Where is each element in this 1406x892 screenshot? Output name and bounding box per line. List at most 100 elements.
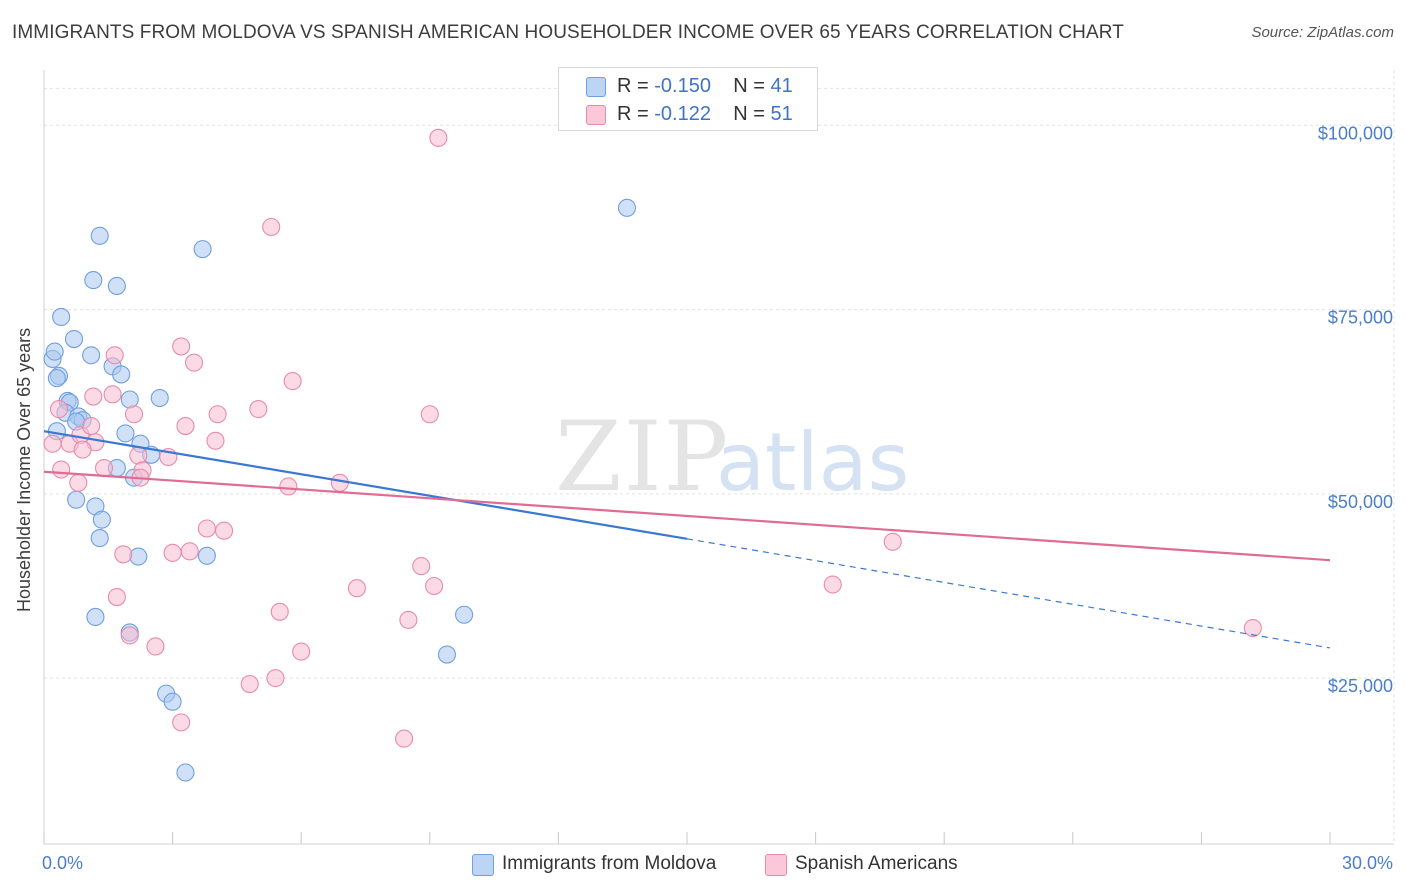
data-point: [47, 369, 66, 388]
data-point: [107, 588, 126, 607]
data-point: [163, 692, 182, 711]
data-point: [84, 271, 103, 290]
data-point: [172, 337, 191, 356]
data-point: [146, 637, 165, 656]
series-layer: [43, 128, 1262, 782]
series-spanish: [43, 128, 1262, 748]
data-point: [64, 330, 84, 349]
legend-swatch-moldova: [586, 77, 606, 97]
data-point: [124, 405, 144, 424]
series-legend-label-spanish: Spanish Americans: [795, 853, 958, 874]
y-tick-label: $50,000: [1328, 492, 1393, 512]
y-tick-label: $100,000: [1318, 123, 1393, 143]
data-point: [176, 416, 195, 436]
legend-r-value: -0.150: [654, 75, 711, 97]
data-point: [129, 547, 148, 566]
watermark-zip: ZIP: [555, 401, 730, 513]
data-point: [172, 713, 191, 732]
chart-source: Source: ZipAtlas.com: [1251, 24, 1394, 41]
data-point: [266, 669, 285, 688]
data-point: [193, 240, 212, 259]
data-point: [262, 217, 281, 237]
data-point: [82, 416, 101, 436]
legend-n-label: N =: [733, 103, 771, 125]
data-point: [116, 424, 135, 443]
data-point: [43, 434, 62, 453]
axes: [43, 70, 1394, 845]
data-point: [399, 610, 418, 629]
data-point: [86, 607, 105, 627]
series-legend-swatch-moldova: [472, 854, 494, 876]
data-point: [412, 557, 431, 576]
data-point: [52, 307, 71, 326]
legend-r-label: R =: [617, 75, 655, 97]
legend-swatch-spanish: [586, 105, 606, 125]
data-point: [94, 459, 114, 478]
legend-n-value: 41: [770, 75, 793, 97]
trend-layer: [43, 430, 1331, 649]
data-point: [206, 431, 225, 450]
trend-line-extension-moldova: [686, 538, 1331, 649]
data-point: [73, 440, 92, 459]
data-point: [176, 763, 195, 782]
data-point: [90, 529, 109, 548]
data-point: [52, 460, 71, 479]
trend-line-moldova: [43, 430, 688, 540]
data-point: [90, 226, 109, 245]
series-legend-label-moldova: Immigrants from Moldova: [502, 853, 717, 874]
data-point: [103, 385, 122, 404]
data-point: [105, 346, 124, 365]
data-point: [823, 575, 842, 594]
series-legend-swatch-spanish: [765, 854, 787, 876]
legend-r-label: R =: [617, 103, 655, 125]
data-point: [883, 532, 902, 551]
data-point: [437, 645, 456, 664]
series-moldova: [43, 198, 637, 782]
data-point: [429, 128, 448, 147]
data-point: [114, 545, 133, 564]
data-point: [395, 729, 414, 748]
series-legend: Immigrants from Moldova Spanish American…: [0, 852, 1406, 878]
data-point: [270, 602, 289, 621]
data-point: [84, 387, 103, 406]
data-point: [249, 400, 268, 419]
data-point: [92, 510, 111, 529]
data-point: [49, 400, 69, 419]
x-tick-label: 30.0%: [1342, 853, 1393, 873]
data-point: [67, 490, 86, 509]
data-point: [112, 365, 131, 384]
data-point: [1243, 618, 1262, 638]
legend-n-label: N =: [733, 75, 771, 97]
data-point: [82, 346, 101, 365]
data-point: [240, 674, 259, 694]
watermark-atlas: atlas: [716, 416, 909, 509]
data-point: [180, 542, 199, 561]
y-tick-label: $75,000: [1328, 308, 1393, 328]
data-point: [197, 519, 216, 538]
data-point: [45, 342, 64, 361]
watermark: ZIP atlas: [555, 401, 909, 513]
data-point: [292, 642, 311, 661]
data-point: [455, 605, 474, 624]
data-point: [69, 473, 88, 492]
gridlines: [44, 70, 1395, 844]
x-tick-label: 0.0%: [42, 853, 83, 873]
x-tick-labels: 0.0% 30.0%: [42, 853, 1393, 873]
y-axis-label: Householder Income Over 65 years: [14, 327, 34, 612]
data-point: [184, 353, 204, 372]
data-point: [208, 405, 227, 424]
chart-title: IMMIGRANTS FROM MOLDOVA VS SPANISH AMERI…: [12, 22, 1124, 43]
data-point: [279, 477, 298, 496]
legend-r-value: -0.122: [654, 103, 711, 125]
data-point: [163, 543, 182, 562]
y-tick-labels: $25,000 $50,000 $75,000 $100,000: [1318, 123, 1393, 696]
data-point: [617, 198, 637, 217]
data-point: [420, 405, 439, 424]
legend-n-value: 51: [770, 103, 793, 125]
data-point: [283, 372, 302, 391]
data-point: [425, 576, 444, 596]
y-tick-label: $25,000: [1328, 676, 1393, 696]
trend-line-spanish: [43, 470, 1331, 562]
legend: R = -0.150 N = 41 R = -0.122 N = 51: [558, 67, 818, 131]
